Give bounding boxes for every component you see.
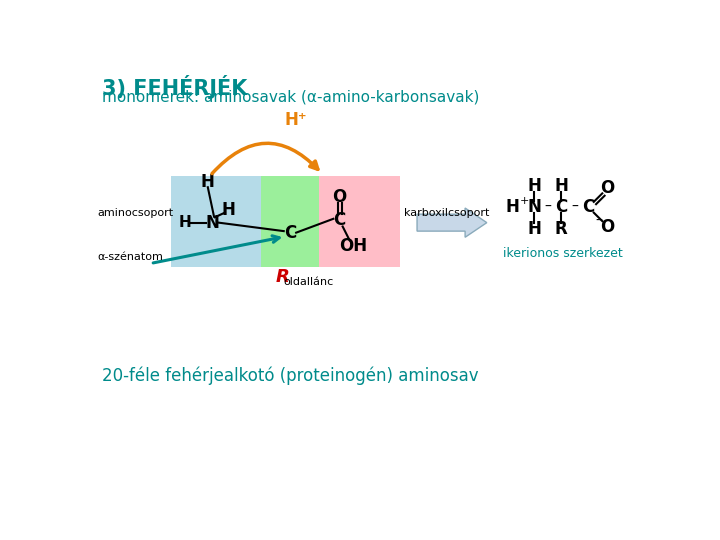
Text: H: H bbox=[527, 177, 541, 195]
Text: N: N bbox=[527, 198, 541, 216]
Text: C: C bbox=[333, 211, 346, 230]
Text: C: C bbox=[555, 198, 567, 216]
Text: –: – bbox=[595, 214, 602, 228]
Text: aminocsoport: aminocsoport bbox=[98, 208, 174, 218]
Text: H⁺: H⁺ bbox=[284, 111, 307, 129]
Text: C: C bbox=[582, 198, 595, 216]
Text: karboxilcsoport: karboxilcsoport bbox=[404, 208, 490, 218]
Text: R: R bbox=[555, 220, 567, 238]
Text: R: R bbox=[275, 268, 289, 286]
Text: H: H bbox=[201, 173, 215, 191]
Text: –: – bbox=[544, 200, 552, 214]
Text: ikerionos szerkezet: ikerionos szerkezet bbox=[503, 247, 623, 260]
Text: oldallánc: oldallánc bbox=[284, 276, 333, 287]
Text: H: H bbox=[527, 220, 541, 238]
FancyArrow shape bbox=[417, 208, 487, 237]
Bar bbox=[319, 176, 400, 267]
Text: +: + bbox=[519, 196, 528, 206]
Text: H: H bbox=[505, 198, 519, 216]
Text: C: C bbox=[284, 224, 296, 242]
Text: –: – bbox=[572, 200, 579, 214]
Bar bbox=[261, 176, 319, 267]
Text: H: H bbox=[554, 177, 568, 195]
Text: O: O bbox=[333, 188, 346, 206]
Text: O: O bbox=[600, 218, 615, 235]
Text: O: O bbox=[600, 179, 615, 197]
Text: H: H bbox=[178, 215, 191, 230]
Text: 3) FEHÉRJÉK: 3) FEHÉRJÉK bbox=[102, 75, 247, 99]
Bar bbox=[171, 176, 261, 267]
Text: OH: OH bbox=[339, 237, 368, 255]
Text: α-szénatom: α-szénatom bbox=[98, 252, 163, 262]
Text: H: H bbox=[221, 200, 235, 219]
Text: 20-féle fehérjealkotó (proteinogén) aminosav: 20-féle fehérjealkotó (proteinogén) amin… bbox=[102, 367, 478, 385]
Text: N: N bbox=[205, 214, 220, 232]
Text: monomerek: aminosavak (α-amino-karbonsavak): monomerek: aminosavak (α-amino-karbonsav… bbox=[102, 90, 479, 104]
